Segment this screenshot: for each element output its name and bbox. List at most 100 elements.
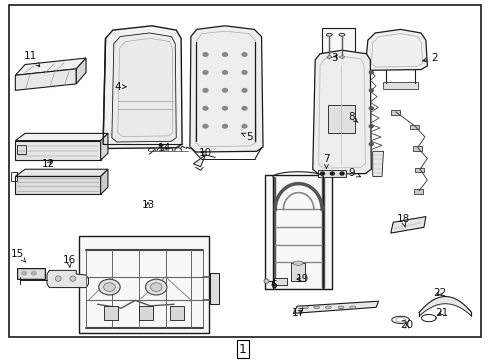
Bar xyxy=(139,306,152,320)
Circle shape xyxy=(203,125,207,128)
Polygon shape xyxy=(15,134,108,140)
Circle shape xyxy=(222,89,227,92)
Bar xyxy=(321,28,354,58)
Ellipse shape xyxy=(339,56,344,58)
Polygon shape xyxy=(312,50,370,174)
Polygon shape xyxy=(365,30,427,70)
Polygon shape xyxy=(390,217,425,233)
Ellipse shape xyxy=(326,56,331,58)
Bar xyxy=(317,170,345,177)
Circle shape xyxy=(368,107,372,110)
Text: 19: 19 xyxy=(295,274,308,284)
Circle shape xyxy=(222,107,227,110)
Bar xyxy=(409,125,418,129)
Polygon shape xyxy=(101,134,108,160)
Bar xyxy=(17,268,45,279)
Ellipse shape xyxy=(55,276,61,281)
Text: 2: 2 xyxy=(422,53,437,63)
Circle shape xyxy=(242,71,246,74)
Text: 9: 9 xyxy=(348,168,360,178)
Circle shape xyxy=(242,53,246,56)
Circle shape xyxy=(145,279,166,295)
Ellipse shape xyxy=(337,306,343,309)
Ellipse shape xyxy=(313,306,319,309)
Circle shape xyxy=(203,107,207,110)
Text: 11: 11 xyxy=(24,51,40,67)
Polygon shape xyxy=(193,155,205,167)
Text: 16: 16 xyxy=(62,255,76,267)
Bar xyxy=(412,146,421,150)
Bar xyxy=(79,236,209,333)
Circle shape xyxy=(107,286,111,288)
Circle shape xyxy=(222,125,227,128)
Circle shape xyxy=(339,172,343,175)
Bar xyxy=(170,306,184,320)
Text: 20: 20 xyxy=(400,320,412,330)
Circle shape xyxy=(222,71,227,74)
Text: 4: 4 xyxy=(114,82,126,92)
Polygon shape xyxy=(372,151,383,176)
Circle shape xyxy=(99,279,120,295)
Text: 13: 13 xyxy=(141,200,154,210)
Circle shape xyxy=(154,286,158,288)
Text: 17: 17 xyxy=(291,308,304,318)
Circle shape xyxy=(150,283,162,291)
Bar xyxy=(328,105,354,134)
Ellipse shape xyxy=(326,33,331,36)
Circle shape xyxy=(203,71,207,74)
Text: 8: 8 xyxy=(348,112,357,122)
Bar xyxy=(210,273,219,304)
Polygon shape xyxy=(15,140,101,160)
Circle shape xyxy=(368,143,372,145)
Polygon shape xyxy=(189,26,263,152)
Circle shape xyxy=(31,271,36,275)
Polygon shape xyxy=(293,301,378,314)
Bar xyxy=(17,145,25,154)
Circle shape xyxy=(368,125,372,128)
Text: 7: 7 xyxy=(323,154,329,168)
Bar xyxy=(383,82,417,89)
Polygon shape xyxy=(76,58,86,84)
Text: 22: 22 xyxy=(432,288,445,298)
Polygon shape xyxy=(47,270,88,288)
Circle shape xyxy=(21,271,26,275)
Text: 5: 5 xyxy=(241,132,252,142)
Circle shape xyxy=(203,89,207,92)
Bar xyxy=(11,172,17,181)
Circle shape xyxy=(368,89,372,92)
Polygon shape xyxy=(15,176,101,194)
Circle shape xyxy=(368,71,372,74)
Circle shape xyxy=(103,283,115,291)
Circle shape xyxy=(222,53,227,56)
Bar xyxy=(273,278,287,285)
Bar xyxy=(390,111,399,115)
Circle shape xyxy=(242,89,246,92)
Bar xyxy=(413,189,422,194)
Circle shape xyxy=(320,172,324,175)
Ellipse shape xyxy=(349,306,355,309)
Polygon shape xyxy=(103,26,182,148)
Text: 18: 18 xyxy=(396,215,409,227)
Circle shape xyxy=(330,172,333,175)
Polygon shape xyxy=(15,58,86,75)
Circle shape xyxy=(203,53,207,56)
Bar xyxy=(264,175,331,289)
Circle shape xyxy=(242,107,246,110)
Bar xyxy=(414,168,423,172)
Text: 10: 10 xyxy=(199,148,212,158)
Ellipse shape xyxy=(293,261,303,265)
Ellipse shape xyxy=(302,306,308,309)
Text: 15: 15 xyxy=(11,248,26,262)
Ellipse shape xyxy=(70,276,76,281)
Polygon shape xyxy=(101,169,108,194)
Polygon shape xyxy=(15,69,76,90)
Ellipse shape xyxy=(325,306,330,309)
Bar xyxy=(18,269,43,278)
Polygon shape xyxy=(15,169,108,176)
Text: 12: 12 xyxy=(42,159,55,169)
Text: 14: 14 xyxy=(157,143,170,153)
Text: 3: 3 xyxy=(331,53,337,63)
Ellipse shape xyxy=(338,33,344,36)
Bar xyxy=(290,263,305,281)
Ellipse shape xyxy=(264,279,268,283)
